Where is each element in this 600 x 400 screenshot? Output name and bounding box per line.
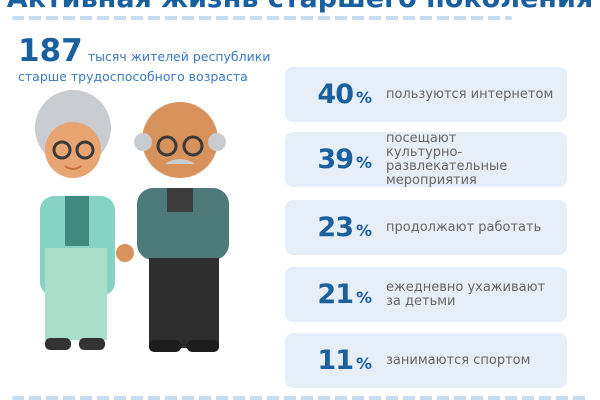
stat-label: занимаются спортом	[386, 352, 531, 368]
stat-value: 39	[317, 144, 354, 175]
page-title: Активная жизнь старшего поколения	[0, 0, 600, 14]
grandma-figure	[35, 90, 115, 350]
stat-card-internet: 40% пользуются интернетом	[285, 67, 567, 122]
divider-bottom	[12, 396, 588, 400]
stat-value: 23	[317, 212, 354, 243]
stat-unit: %	[356, 221, 373, 240]
stat-value: 40	[317, 79, 354, 110]
stat-card-children: 21% ежедневно ухаживают за детьми	[285, 267, 567, 322]
stat-card-work: 23% продолжают работать	[285, 200, 567, 255]
divider-top	[12, 16, 512, 20]
stat-unit: %	[356, 153, 373, 172]
stat-label: продолжают работать	[386, 219, 542, 235]
lead-text-1: тысяч жителей республики	[87, 49, 271, 64]
grandpa-figure	[116, 102, 229, 352]
stat-card-culture: 39% посещают культурно-развлекательные м…	[285, 130, 567, 188]
stat-value: 21	[317, 279, 354, 310]
lead-stat: 187 тысяч жителей республики старше труд…	[18, 33, 271, 84]
stat-label: ежедневно ухаживают за детьми	[386, 279, 546, 309]
stat-label: посещают культурно-развлекательные мероп…	[386, 130, 508, 188]
stat-card-sport: 11% занимаются спортом	[285, 333, 567, 388]
stat-unit: %	[356, 88, 373, 107]
stat-unit: %	[356, 288, 373, 307]
lead-number: 187	[18, 33, 83, 69]
stat-value: 11	[317, 345, 354, 376]
elderly-couple-illustration	[35, 90, 229, 352]
stat-label: пользуются интернетом	[386, 86, 554, 102]
stat-unit: %	[356, 354, 373, 373]
lead-text-2: старше трудоспособного возраста	[18, 69, 248, 84]
